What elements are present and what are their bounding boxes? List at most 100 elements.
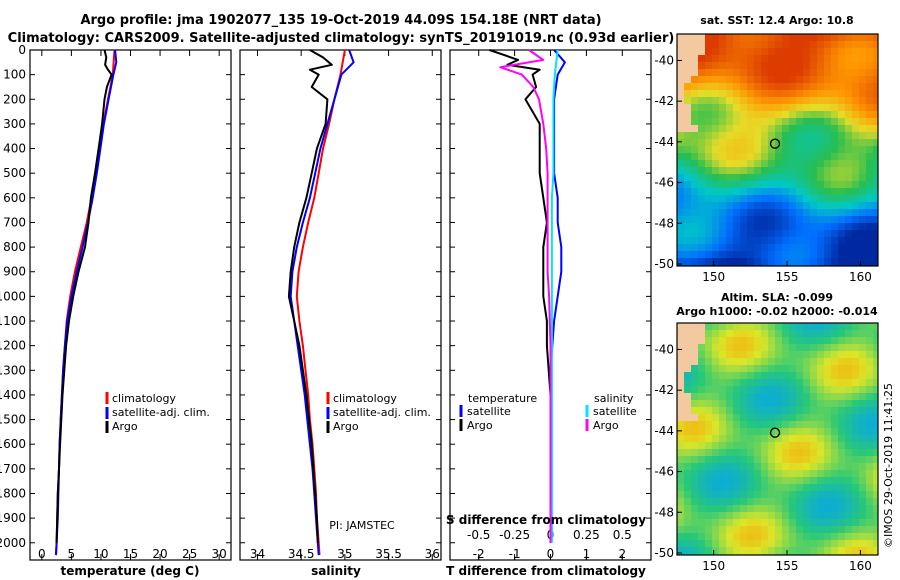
- map-cell: [810, 449, 817, 456]
- map-cell: [698, 477, 705, 484]
- map-cell: [775, 48, 782, 55]
- map-cell: [677, 442, 684, 449]
- lat-tick-label: -48: [654, 216, 674, 230]
- map-cell: [859, 386, 866, 393]
- map-cell: [768, 463, 775, 470]
- map-cell: [859, 323, 866, 330]
- map-cell: [775, 351, 782, 358]
- map-cell: [810, 519, 817, 526]
- map-cell: [754, 526, 761, 533]
- map-cell: [684, 174, 691, 181]
- map-cell: [852, 344, 859, 351]
- map-cell: [789, 456, 796, 463]
- map-cell: [873, 323, 878, 330]
- map-cell: [838, 48, 845, 55]
- map-cell: [817, 365, 824, 372]
- map-cell: [859, 540, 866, 547]
- map-cell: [824, 55, 831, 62]
- map-cell: [859, 400, 866, 407]
- map-cell: [789, 533, 796, 540]
- map-cell: [768, 104, 775, 111]
- map-cell: [719, 491, 726, 498]
- map-cell: [754, 188, 761, 195]
- map-cell: [768, 223, 775, 230]
- map-cell: [873, 62, 878, 69]
- map-cell: [691, 90, 698, 97]
- temperature-legend: climatology satellite-adj. clim. Argo: [105, 392, 210, 433]
- map-cell: [677, 540, 684, 547]
- map-cell: [775, 393, 782, 400]
- series-salinity-satellite: [550, 49, 559, 543]
- map-cell: [817, 414, 824, 421]
- map-cell: [712, 498, 719, 505]
- map-cell: [733, 337, 740, 344]
- map-cell: [754, 372, 761, 379]
- map-cell: [866, 533, 873, 540]
- map-cell: [712, 540, 719, 547]
- map-cell: [838, 547, 845, 554]
- map-cell: [852, 484, 859, 491]
- map-cell: [775, 209, 782, 216]
- map-cell: [775, 244, 782, 251]
- map-cell: [712, 351, 719, 358]
- map-cell: [789, 230, 796, 237]
- map-cell: [719, 167, 726, 174]
- map-cell: [817, 519, 824, 526]
- map-cell: [859, 393, 866, 400]
- map-cell: [859, 365, 866, 372]
- map-cell: [796, 118, 803, 125]
- map-cell: [733, 393, 740, 400]
- map-cell: [719, 174, 726, 181]
- legend-argo: Argo: [112, 420, 138, 433]
- map-cell: [719, 435, 726, 442]
- map-cell: [691, 498, 698, 505]
- map-cell: [747, 237, 754, 244]
- map-cell: [691, 181, 698, 188]
- map-cell: [831, 153, 838, 160]
- map-cell: [859, 188, 866, 195]
- map-cell: [789, 216, 796, 223]
- map-cell: [810, 160, 817, 167]
- map-cell: [712, 358, 719, 365]
- map-cell: [803, 230, 810, 237]
- map-cell: [796, 435, 803, 442]
- depth-tick-label: 1700: [0, 462, 26, 476]
- map-cell: [782, 456, 789, 463]
- map-cell: [698, 533, 705, 540]
- map-cell: [768, 167, 775, 174]
- map-cell: [866, 526, 873, 533]
- map-cell: [698, 351, 705, 358]
- map-cell: [782, 230, 789, 237]
- map-cell: [817, 76, 824, 83]
- map-cell: [803, 470, 810, 477]
- map-cell: [684, 400, 691, 407]
- map-cell: [726, 407, 733, 414]
- map-cell: [761, 533, 768, 540]
- map-cell: [789, 195, 796, 202]
- map-cell: [873, 139, 878, 146]
- map-cell: [726, 216, 733, 223]
- map-cell: [740, 435, 747, 442]
- map-cell: [782, 118, 789, 125]
- map-cell: [677, 512, 684, 519]
- map-cell: [677, 428, 684, 435]
- map-cell: [789, 372, 796, 379]
- depth-tick-label: 1000: [0, 289, 26, 303]
- map-cell: [803, 97, 810, 104]
- map-cell: [740, 484, 747, 491]
- map-cell: [782, 195, 789, 202]
- map-cell: [796, 323, 803, 330]
- map-cell: [677, 505, 684, 512]
- map-cell: [768, 62, 775, 69]
- map-cell: [740, 372, 747, 379]
- map-cell: [803, 351, 810, 358]
- map-cell: [754, 533, 761, 540]
- map-cell: [705, 393, 712, 400]
- map-cell: [754, 358, 761, 365]
- map-cell: [740, 463, 747, 470]
- map-cell: [740, 491, 747, 498]
- legend-climatology: climatology: [333, 392, 397, 405]
- profile-location-marker: [769, 138, 781, 149]
- map-cell: [859, 209, 866, 216]
- map-cell: [782, 139, 789, 146]
